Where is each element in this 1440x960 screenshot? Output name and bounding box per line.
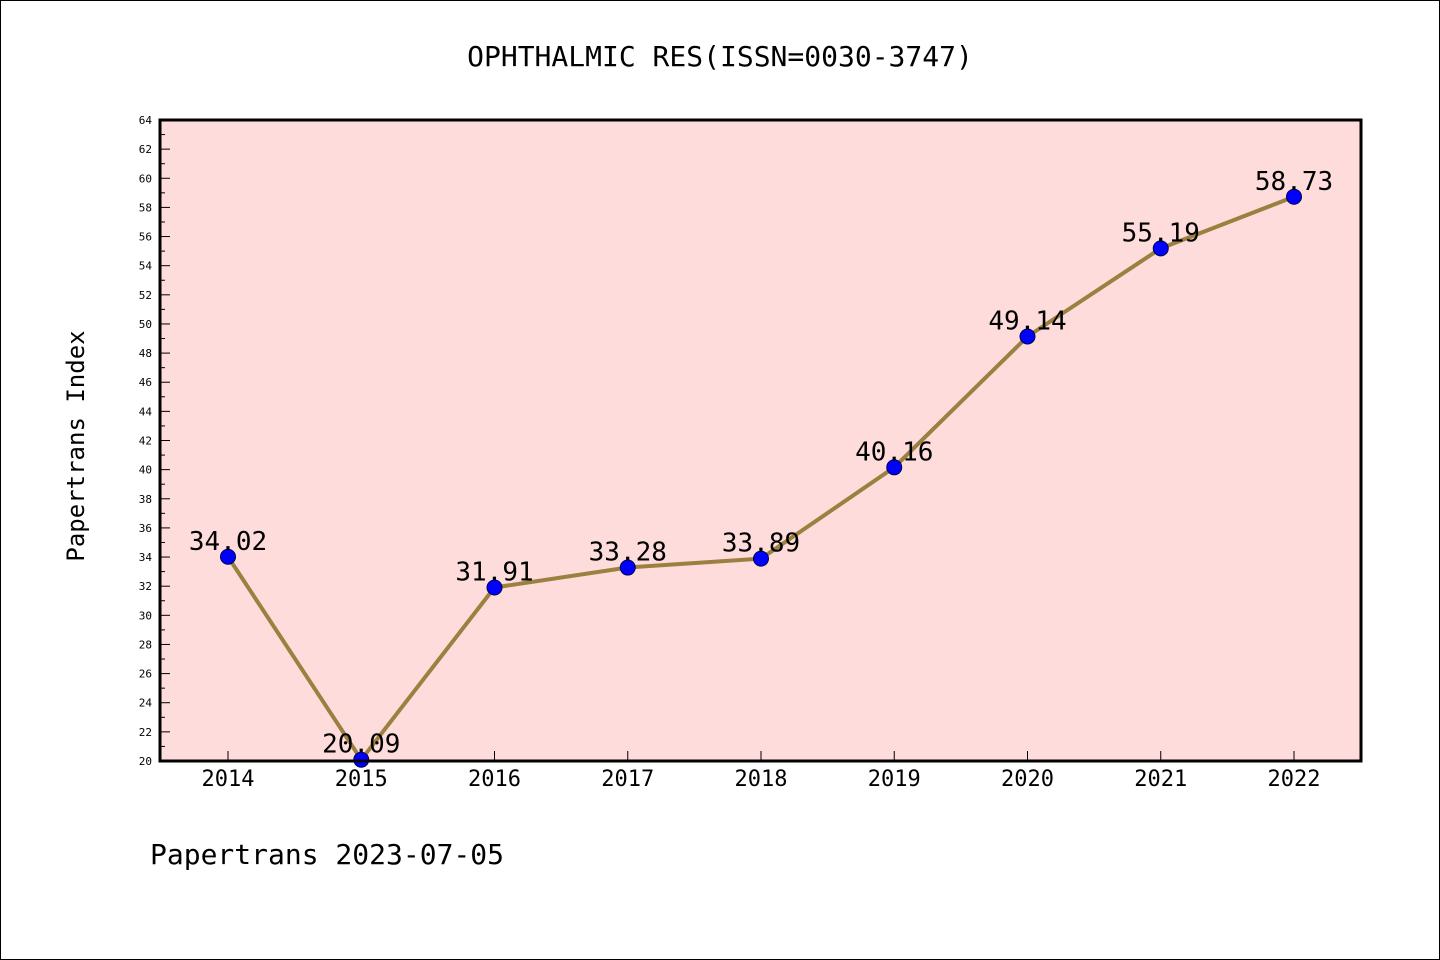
footer-text: Papertrans 2023-07-05 <box>150 838 504 871</box>
x-tick-label: 2016 <box>468 767 521 792</box>
y-tick-label: 34 <box>139 551 153 564</box>
chart-title: OPHTHALMIC RES(ISSN=0030-3747) <box>467 40 973 73</box>
data-point-2019 <box>886 459 903 476</box>
y-tick-label: 44 <box>139 405 153 418</box>
y-tick-label: 58 <box>139 201 152 214</box>
data-labels: 34.02 20.09 31.91 33.28 33.89 40.16 49.14 55.19… <box>189 167 1333 760</box>
data-label-2017: 33.28 <box>589 538 667 568</box>
data-label-2014: 34.02 <box>189 527 267 557</box>
y-axis-label: Papertrans Index <box>62 330 90 561</box>
y-axis: 20 22 24 26 28 30 32 34 36 38 40 42 44 46 48 50 52 54 56 58… <box>139 114 170 768</box>
y-tick-label: 52 <box>139 289 152 302</box>
x-tick-label: 2017 <box>601 767 654 792</box>
y-tick-label: 28 <box>139 638 152 651</box>
y-tick-label: 26 <box>139 668 152 681</box>
x-tick-label: 2019 <box>868 767 921 792</box>
data-label-2016: 31.91 <box>455 557 533 587</box>
y-tick-label: 30 <box>139 609 152 622</box>
x-tick-label: 2015 <box>335 767 388 792</box>
data-label-2018: 33.89 <box>722 529 800 559</box>
data-point-2021 <box>1152 240 1169 257</box>
y-tick-label: 48 <box>139 347 152 360</box>
y-tick-label: 38 <box>139 493 152 506</box>
data-point-2022 <box>1286 188 1302 205</box>
data-point-2014 <box>220 548 236 565</box>
y-tick-label: 46 <box>139 376 152 389</box>
data-point-2017 <box>619 559 636 576</box>
x-tick-label: 2020 <box>1001 767 1054 792</box>
y-tick-label: 56 <box>139 231 152 244</box>
data-label-2020: 49.14 <box>988 306 1066 336</box>
data-label-2022: 58.73 <box>1255 167 1333 197</box>
data-markers <box>220 188 1302 768</box>
plot-area <box>160 120 1361 761</box>
plot-border <box>158 118 1363 763</box>
y-tick-label: 62 <box>139 143 152 156</box>
x-tick-label: 2022 <box>1268 767 1321 792</box>
data-label-2021: 55.19 <box>1122 218 1200 248</box>
y-tick-label: 24 <box>139 697 153 710</box>
data-point-2018 <box>753 550 769 567</box>
x-tick-label: 2021 <box>1134 767 1187 792</box>
y-tick-label: 50 <box>139 318 152 331</box>
y-tick-label: 40 <box>139 464 152 477</box>
data-point-2016 <box>486 579 503 596</box>
y-tick-label: 60 <box>139 172 152 185</box>
x-tick-label: 2018 <box>735 767 788 792</box>
data-label-2019: 40.16 <box>855 437 933 467</box>
y-tick-label: 32 <box>139 580 152 593</box>
y-tick-label: 64 <box>139 114 153 127</box>
y-tick-label: 36 <box>139 522 152 535</box>
y-tick-label: 42 <box>139 435 152 448</box>
y-tick-label: 54 <box>139 260 153 273</box>
y-tick-label: 20 <box>139 755 152 768</box>
y-tick-label: 22 <box>139 726 152 739</box>
x-tick-label: 2014 <box>202 767 255 792</box>
data-point-2020 <box>1019 328 1036 345</box>
data-label-2015: 20.09 <box>322 730 400 760</box>
x-axis: 2014 2015 2016 2017 2018 2019 2020 2021 2022 <box>202 751 1321 792</box>
